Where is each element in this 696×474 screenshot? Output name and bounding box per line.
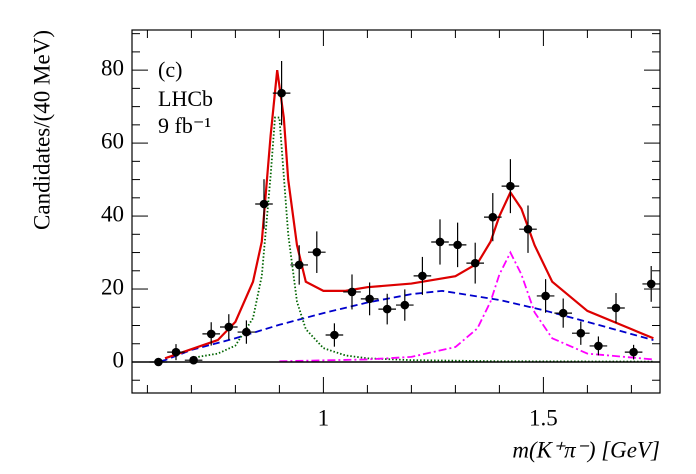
annotation: LHCb	[158, 86, 213, 111]
data-point	[347, 287, 357, 297]
y-axis-title: Candidates/(40 MeV)	[29, 30, 54, 230]
plot-frame	[131, 29, 661, 394]
data-point	[259, 199, 269, 209]
data-point	[365, 294, 374, 304]
data-point	[523, 224, 533, 234]
x-tick-label: 1	[318, 405, 330, 430]
data-point	[382, 304, 392, 314]
data-point	[470, 258, 480, 268]
y-tick-label: 60	[101, 128, 124, 153]
data-point	[453, 240, 462, 250]
data-point	[506, 181, 515, 191]
x-tick-label: 1.5	[529, 405, 558, 430]
data-point	[277, 88, 286, 98]
data-point	[242, 327, 251, 337]
data-point	[558, 308, 568, 318]
data-point	[541, 291, 550, 301]
annotation: 9 fb⁻¹	[158, 113, 211, 138]
y-tick-label: 40	[101, 201, 124, 226]
data-point	[312, 247, 322, 257]
data-point	[594, 341, 603, 351]
y-tick-label: 80	[101, 55, 124, 80]
data-point	[629, 347, 638, 357]
data-point	[488, 212, 498, 222]
data-point	[330, 330, 339, 340]
y-tick-label: 20	[101, 274, 124, 299]
data-point	[418, 271, 427, 281]
fit-curve	[279, 250, 654, 363]
data-point	[224, 322, 234, 332]
data-point	[400, 300, 410, 310]
data-point	[206, 329, 216, 339]
data-point	[171, 347, 181, 357]
data-point	[646, 279, 656, 289]
data-point	[189, 355, 198, 365]
data-point	[576, 328, 586, 338]
data-point	[294, 260, 304, 270]
data-point	[611, 303, 621, 313]
data-point	[154, 357, 163, 367]
fit-curve	[164, 69, 654, 360]
x-axis-title: m(K⁺π⁻) [GeV]	[512, 437, 660, 462]
data-point	[435, 237, 445, 247]
fit-curve	[191, 116, 654, 363]
annotation: (c)	[158, 57, 182, 82]
y-tick-label: 0	[113, 347, 125, 372]
